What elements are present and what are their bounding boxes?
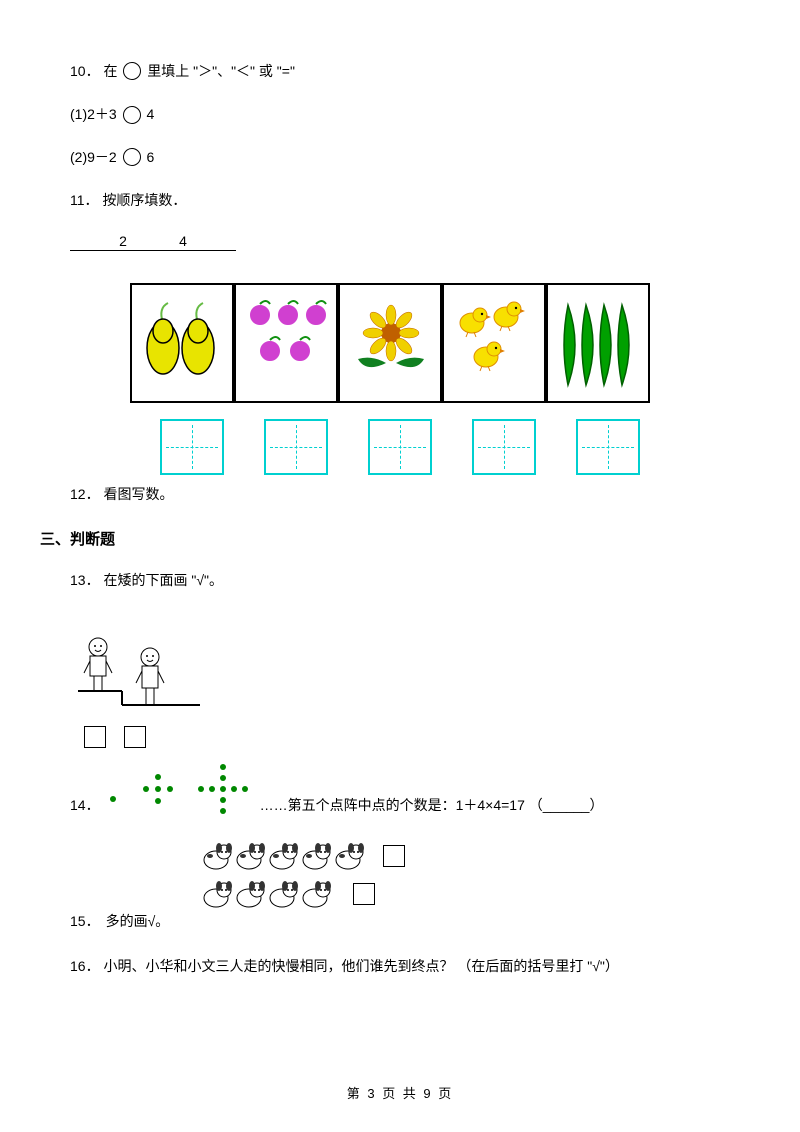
puppy-row-top [200,838,730,874]
q11-text: 按顺序填数． [102,192,186,208]
blank-circle-icon [123,106,141,124]
flower-icon [346,293,434,393]
question-11: 11． 按顺序填数． [70,189,730,211]
q15-text: 多的画√。 [106,910,170,932]
page-footer: 第 3 页 共 9 页 [0,1083,800,1102]
question-10: 10． 在 里填上 "＞"、"＜" 或 "=" [70,60,730,82]
q10-text-a: 在 [103,63,121,79]
cards-row [130,283,670,403]
q13-figure [70,613,730,748]
cucumbers-icon [554,293,642,393]
q14-text: ……第五个点阵中点的个数是：1＋4×4=17 （______） [260,794,604,816]
question-12: 12． 看图写数。 [70,483,730,505]
blank [190,233,236,251]
kids-icon [70,613,210,723]
q10-sub2-after: 6 [146,149,154,165]
section-3-heading: 三、判断题 [40,528,730,549]
blank [130,233,176,251]
q10-number: 10． [70,63,100,79]
answer-box [368,419,432,475]
plums-icon [242,293,330,393]
q12-number: 12． [70,486,100,502]
answer-boxes-row [130,419,670,475]
blank-circle-icon [123,62,141,80]
card-pears [130,283,234,403]
puppy-row-bottom [200,876,730,912]
q13-number: 13． [70,572,100,588]
q12-figure [130,283,670,475]
q10-sub1-after: 4 [146,106,154,122]
q16-number: 16． [70,958,100,974]
check-box [84,726,106,748]
dot-pattern-3 [196,762,250,816]
question-16: 16． 小明、小华和小文三人走的快慢相同，他们谁先到终点？ （在后面的括号里打 … [70,955,730,977]
pears-icon [138,293,226,393]
q10-sub1-prefix: (1)2＋3 [70,106,121,122]
card-flower [338,283,442,403]
filled-value: 2 [116,233,130,251]
question-14: 14． ……第五个点阵中点的个数是：1＋4×4=17 （______） [70,762,730,816]
question-15: 15． 多的画√。 [70,910,730,932]
puppies-4-icon [200,876,340,912]
q13-text: 在矮的下面画 "√"。 [103,572,223,588]
dot-pattern-1 [106,769,120,809]
q10-sub2: (2)9－2 6 [70,147,730,167]
card-cucumbers [546,283,650,403]
dot-pattern-2 [138,769,178,809]
chicks-icon [450,293,538,393]
question-13: 13． 在矮的下面画 "√"。 [70,569,730,591]
blank-circle-icon [123,148,141,166]
check-box [383,845,405,867]
blank [70,233,116,251]
card-plums [234,283,338,403]
answer-box [264,419,328,475]
q12-text: 看图写数。 [103,486,173,502]
q11-blanks: 2 4 [70,233,730,251]
filled-value: 4 [176,233,190,251]
answer-box [472,419,536,475]
check-box [124,726,146,748]
check-box [353,883,375,905]
q10-text-b: 里填上 "＞"、"＜" 或 "=" [147,63,295,79]
q11-number: 11． [70,192,99,208]
puppies-5-icon [200,838,370,874]
q15-figure [200,838,730,912]
q14-number: 14． [70,794,100,816]
q10-sub1: (1)2＋3 4 [70,104,730,124]
answer-box [160,419,224,475]
q15-number: 15． [70,910,100,932]
dot-patterns [106,762,250,816]
card-chicks [442,283,546,403]
q10-sub2-prefix: (2)9－2 [70,149,121,165]
q16-text: 小明、小华和小文三人走的快慢相同，他们谁先到终点？ （在后面的括号里打 "√"） [103,958,618,974]
answer-box [576,419,640,475]
